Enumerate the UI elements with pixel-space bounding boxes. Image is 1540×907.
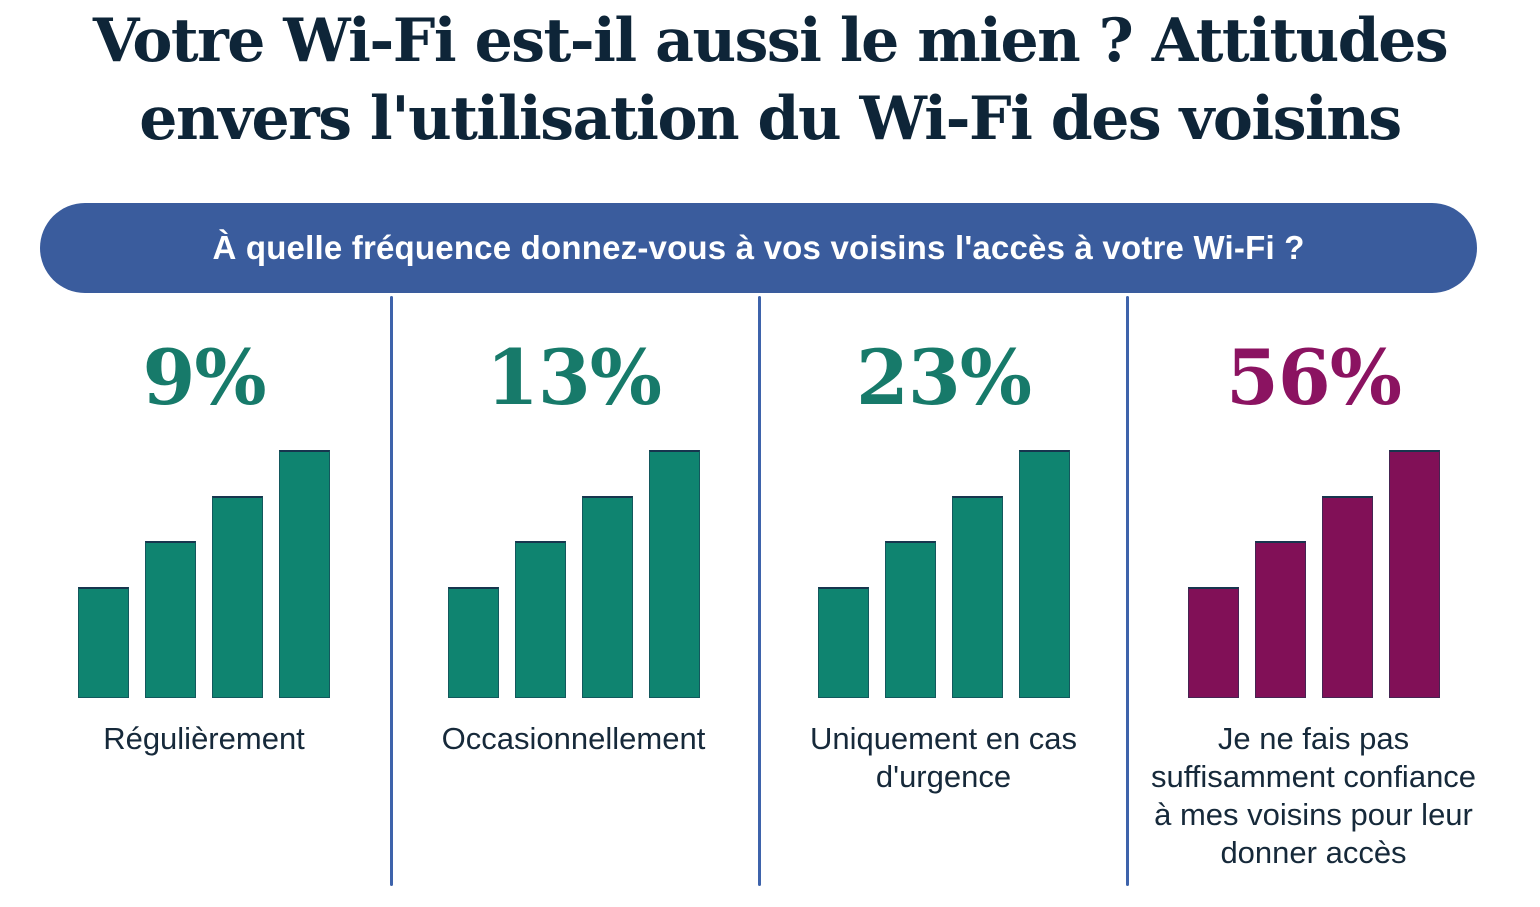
bar	[1321, 496, 1373, 698]
column-regulierement: 9% Régulièrement	[29, 295, 379, 907]
column-occasionnellement: 13% Occasionnellement	[398, 295, 749, 907]
percent-value: 9%	[142, 333, 266, 422]
column-divider	[758, 296, 761, 886]
bar	[1388, 450, 1440, 698]
percent-value: 13%	[486, 333, 662, 422]
bar-chart-pictogram	[78, 450, 330, 698]
column-divider	[390, 296, 393, 886]
percent-value: 56%	[1226, 333, 1402, 422]
bar	[648, 450, 700, 698]
bar-chart-pictogram	[447, 450, 700, 698]
column-label: Régulièrement	[103, 721, 305, 756]
bar	[884, 541, 936, 698]
bar-chart-pictogram	[1187, 450, 1440, 698]
bar	[78, 587, 129, 698]
column-label: Uniquement en cas d'urgence	[809, 721, 1078, 794]
column-mefiance: 56% Je ne fais pas suffisamment confianc…	[1128, 295, 1499, 907]
bar	[279, 450, 330, 698]
bar	[1018, 450, 1070, 698]
bar	[817, 587, 869, 698]
bar	[145, 541, 196, 698]
bar	[514, 541, 566, 698]
bar	[447, 587, 499, 698]
column-label: Je ne fais pas suffisamment confiance à …	[1150, 721, 1477, 870]
bar	[1254, 541, 1306, 698]
column-urgence: 23% Uniquement en cas d'urgence	[768, 295, 1119, 907]
percent-value: 23%	[856, 333, 1032, 422]
bar	[212, 496, 263, 698]
bar	[951, 496, 1003, 698]
bar	[581, 496, 633, 698]
column-label: Occasionnellement	[441, 721, 706, 756]
bar	[1187, 587, 1239, 698]
question-banner: À quelle fréquence donnez-vous à vos voi…	[40, 203, 1477, 293]
question-banner-text: À quelle fréquence donnez-vous à vos voi…	[212, 229, 1305, 266]
column-divider	[1126, 296, 1129, 886]
page-title: Votre Wi-Fi est-il aussi le mien ? Attit…	[92, 6, 1449, 154]
bar-chart-pictogram	[817, 450, 1070, 698]
